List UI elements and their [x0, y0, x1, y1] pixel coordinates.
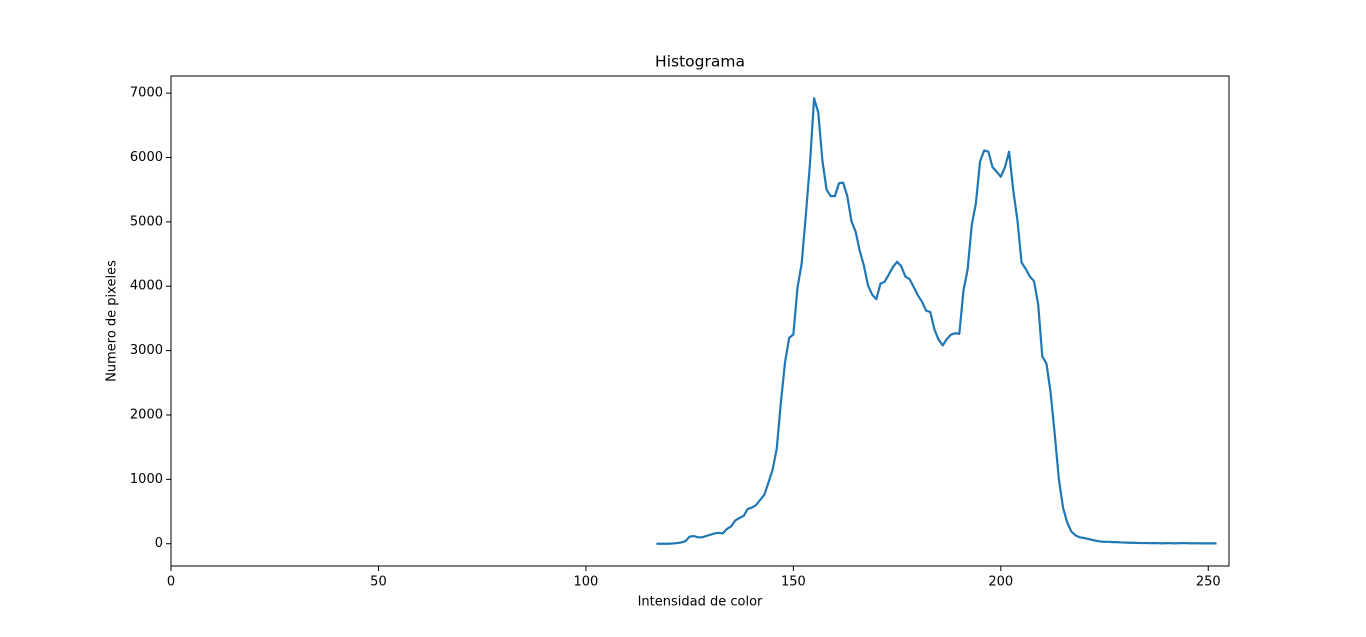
- y-tick-label: 5000: [130, 214, 163, 229]
- y-tick-label: 3000: [130, 343, 163, 358]
- y-tick-label: 6000: [130, 150, 163, 165]
- x-axis-label: Intensidad de color: [638, 595, 763, 610]
- x-tick-label: 100: [573, 575, 598, 590]
- chart-title: Histograma: [655, 53, 745, 71]
- x-tick-label: 0: [167, 575, 175, 590]
- y-tick-label: 2000: [130, 407, 163, 422]
- x-tick-label: 200: [988, 575, 1013, 590]
- data-line: [656, 97, 1217, 545]
- plot-frame: [170, 75, 1230, 567]
- y-tick-label: 7000: [130, 86, 163, 101]
- x-tick-label: 150: [781, 575, 806, 590]
- x-tick-label: 250: [1196, 575, 1221, 590]
- y-tick-label: 4000: [130, 279, 163, 294]
- y-axis-label: Numero de pixeles: [105, 260, 120, 382]
- y-tick-label: 1000: [130, 472, 163, 487]
- x-tick-label: 50: [370, 575, 387, 590]
- y-tick-label: 0: [155, 536, 163, 551]
